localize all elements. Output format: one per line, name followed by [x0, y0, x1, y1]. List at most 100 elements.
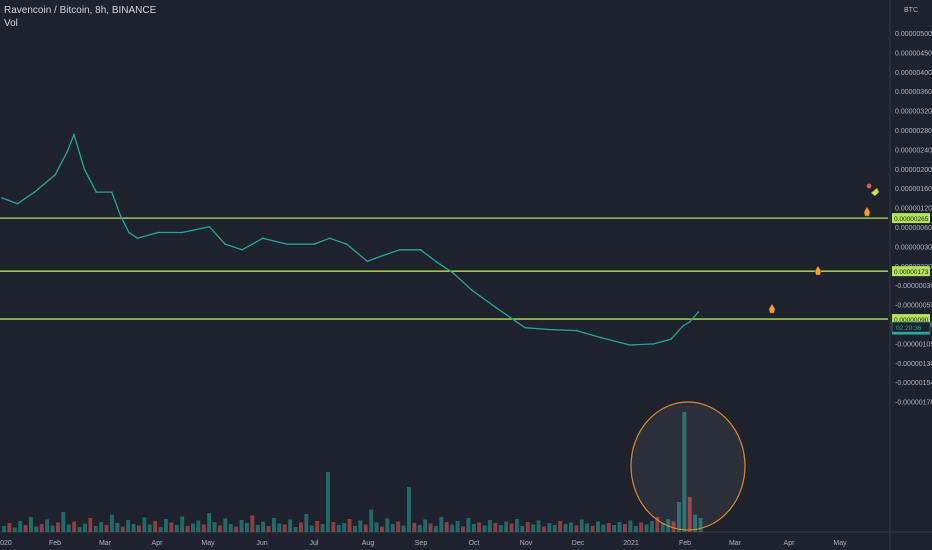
volume-bar: [390, 524, 395, 532]
x-tick-label: 2020: [0, 540, 12, 547]
y-tick-label: -0.00000130: [895, 361, 932, 368]
volume-bar: [585, 523, 590, 532]
volume-bar: [617, 522, 622, 532]
volume-bar: [164, 519, 168, 532]
price-point: [1, 197, 3, 199]
price-point: [345, 243, 348, 245]
y-tick-label: 0.00000240: [895, 147, 932, 154]
price-point: [66, 150, 68, 153]
price-point: [682, 325, 684, 327]
price-point: [452, 272, 454, 274]
volume-bar: [552, 525, 557, 532]
price-point: [208, 226, 211, 228]
countdown-tag: [891, 321, 931, 333]
level-price-label: 0.00000173: [894, 269, 929, 276]
volume-bar: [104, 525, 109, 532]
price-point: [54, 174, 56, 176]
volume-bar: [579, 519, 584, 532]
volume-bar: [196, 520, 201, 532]
volume-bar: [428, 523, 433, 532]
volume-bar: [131, 524, 136, 532]
volume-bar: [169, 522, 174, 532]
x-tick-label: Mar: [99, 540, 112, 547]
volume-bar: [299, 522, 303, 532]
volume-bar: [120, 526, 125, 532]
volume-bar: [558, 521, 563, 532]
volume-bar: [509, 523, 514, 532]
volume-bar: [677, 502, 681, 532]
volume-bar: [407, 487, 411, 532]
volume-bar: [590, 526, 595, 532]
volume-bar: [83, 523, 87, 532]
volume-bar: [385, 518, 390, 532]
volume-bar: [633, 526, 638, 532]
volume-bar: [174, 525, 179, 532]
volume-bar: [347, 519, 352, 532]
price-point: [157, 231, 159, 234]
volume-bar: [525, 522, 530, 532]
x-tick-label: Dec: [572, 540, 585, 547]
price-point: [599, 336, 602, 339]
volume-bar: [288, 519, 293, 532]
volume-bar: [520, 526, 525, 532]
x-tick-label: Sep: [415, 540, 428, 547]
volume-bar: [201, 524, 206, 532]
volume-bar: [412, 523, 417, 532]
volume-bar: [309, 525, 314, 532]
y-tick-label: -0.00000154: [895, 380, 932, 387]
level-price-tag: [892, 314, 930, 325]
volume-bar: [245, 523, 249, 532]
price-point: [419, 249, 422, 251]
volume-bar: [488, 520, 492, 532]
price-point: [399, 249, 401, 251]
volume-bar: [272, 518, 276, 532]
volume-bar: [666, 519, 671, 532]
volume-bar: [50, 525, 55, 532]
y-tick-label: 0.00000280: [895, 128, 932, 135]
volume-bar: [693, 514, 698, 532]
y-tick-label: -0.00000030: [895, 283, 932, 290]
price-line: [1, 133, 699, 346]
volume-bar: [234, 526, 239, 532]
volume-bar: [498, 525, 503, 532]
volume-bar: [671, 521, 676, 532]
price-point: [670, 338, 672, 341]
volume-bar: [72, 521, 77, 532]
price-point: [435, 260, 437, 263]
volume-bar: [293, 527, 298, 532]
volume-bar: [39, 524, 44, 532]
volume-bar: [110, 514, 114, 532]
x-tick-label: Feb: [679, 540, 691, 547]
symbol-title: Ravencoin / Bitcoin, 8h, BINANCE: [4, 5, 157, 16]
x-tick-label: Mar: [729, 540, 742, 547]
y-tick-label: 0.00000360: [895, 89, 932, 96]
volume-bar: [455, 521, 460, 532]
volume-bar: [261, 521, 266, 532]
volume-bar: [515, 519, 519, 532]
volume-bar: [353, 526, 357, 532]
volume-bar: [374, 522, 379, 532]
volume-bar: [185, 526, 190, 532]
volume-bar: [7, 523, 12, 532]
volume-bar: [569, 522, 573, 532]
volume-bar: [255, 525, 260, 532]
rocket-icon: [814, 265, 822, 276]
price-point: [241, 249, 243, 251]
volume-bar: [304, 514, 309, 532]
y-tick-label: 0.00000400: [895, 70, 932, 77]
y-tick-label: 0.00000450: [895, 50, 932, 57]
y-tick-label: 0.00000120: [895, 206, 932, 213]
volume-bar: [482, 525, 487, 532]
volume-bar: [660, 523, 665, 532]
price-point: [111, 191, 113, 193]
y-tick-label: 0.00000160: [895, 186, 932, 193]
x-tick-label: Feb: [49, 540, 61, 547]
price-point: [524, 326, 526, 329]
volume-bar: [401, 525, 406, 532]
volume-bar: [88, 518, 93, 532]
price-point: [73, 133, 75, 136]
price-point: [575, 329, 578, 332]
price-point: [471, 289, 473, 292]
volume-bar: [650, 521, 654, 532]
